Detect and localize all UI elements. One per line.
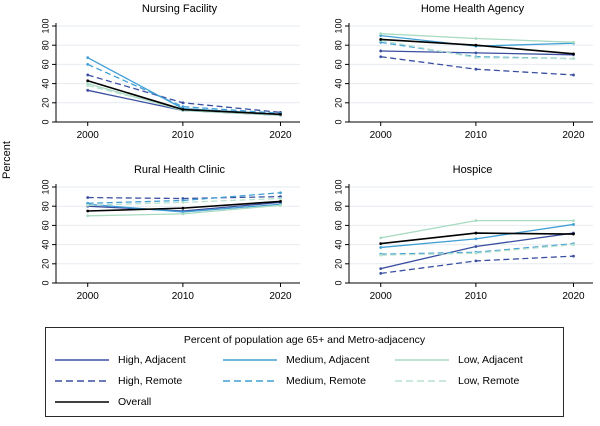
svg-text:40: 40 bbox=[333, 240, 343, 250]
svg-text:2020: 2020 bbox=[562, 130, 585, 141]
overall-line-sample bbox=[55, 400, 109, 403]
svg-text:20: 20 bbox=[333, 259, 343, 269]
legend-box: Percent of population age 65+ and Metro-… bbox=[45, 327, 564, 417]
svg-text:60: 60 bbox=[333, 59, 343, 69]
svg-text:2000: 2000 bbox=[370, 291, 393, 302]
legend-label: High, Remote bbox=[118, 374, 183, 387]
legend-label: Medium, Adjacent bbox=[286, 353, 370, 366]
legend-label: Low, Remote bbox=[458, 374, 520, 387]
nursing-facility-line-chart: 0 20 40 60 80 100 2000 2010 2020 bbox=[40, 18, 300, 141]
legend-title: Percent of population age 65+ and Metro-… bbox=[183, 334, 426, 346]
svg-text:0: 0 bbox=[333, 280, 343, 285]
panel-hospice: Hospice 0 20 40 60 80 100 2000 2010 2020 bbox=[307, 163, 600, 324]
svg-text:0: 0 bbox=[333, 119, 343, 124]
hospice-line-chart: 0 20 40 60 80 100 2000 2010 2020 bbox=[333, 179, 593, 302]
legend-label: Low, Adjacent bbox=[458, 353, 523, 366]
legend-item-overall: Overall bbox=[54, 396, 222, 408]
svg-text:2010: 2010 bbox=[465, 130, 488, 141]
legend-item-low-adjacent: Low, Adjacent bbox=[394, 354, 554, 366]
svg-text:20: 20 bbox=[40, 98, 50, 108]
low-remote-line-sample bbox=[395, 379, 449, 382]
panel-home-health-agency: Home Health Agency 0 20 40 60 80 100 2000 2010 2… bbox=[307, 2, 600, 163]
svg-text:100: 100 bbox=[333, 18, 343, 33]
svg-text:0: 0 bbox=[40, 280, 50, 285]
home-health-agency-line-chart: 0 20 40 60 80 100 2000 2010 2020 bbox=[333, 18, 593, 141]
legend-item-medium-remote: Medium, Remote bbox=[222, 375, 394, 387]
legend-item-low-remote: Low, Remote bbox=[394, 375, 554, 387]
svg-text:100: 100 bbox=[40, 18, 50, 33]
panel-nursing-facility: Nursing Facility 0 20 40 60 80 100 2000 2010 202… bbox=[14, 2, 307, 163]
svg-text:40: 40 bbox=[40, 240, 50, 250]
svg-text:2000: 2000 bbox=[77, 291, 100, 302]
legend-label: Medium, Remote bbox=[286, 374, 366, 387]
svg-text:2010: 2010 bbox=[172, 130, 195, 141]
svg-text:2010: 2010 bbox=[172, 291, 195, 302]
svg-text:60: 60 bbox=[40, 220, 50, 230]
svg-text:20: 20 bbox=[40, 259, 50, 269]
svg-text:2020: 2020 bbox=[562, 291, 585, 302]
svg-text:80: 80 bbox=[40, 201, 50, 211]
svg-text:100: 100 bbox=[333, 179, 343, 194]
small-multiples-grid: Nursing Facility 0 20 40 60 80 100 2000 2010 202… bbox=[14, 2, 600, 324]
high-remote-line-sample bbox=[55, 379, 109, 382]
legend-item-high-remote: High, Remote bbox=[54, 375, 222, 387]
svg-text:2020: 2020 bbox=[269, 130, 292, 141]
panel-title-home-health-agency: Home Health Agency bbox=[420, 3, 525, 15]
legend-item-high-adjacent: High, Adjacent bbox=[54, 354, 222, 366]
low-adjacent-line-sample bbox=[395, 358, 449, 361]
y-axis-label: Percent bbox=[1, 141, 13, 179]
legend-label: High, Adjacent bbox=[118, 353, 186, 366]
medium-remote-line-sample bbox=[223, 379, 277, 382]
svg-text:20: 20 bbox=[333, 98, 343, 108]
svg-text:40: 40 bbox=[333, 79, 343, 89]
panel-title-hospice: Hospice bbox=[452, 164, 493, 176]
svg-text:2010: 2010 bbox=[465, 291, 488, 302]
panel-title-nursing-facility: Nursing Facility bbox=[141, 3, 218, 15]
svg-text:40: 40 bbox=[40, 79, 50, 89]
svg-text:80: 80 bbox=[333, 201, 343, 211]
medium-adjacent-line-sample bbox=[223, 358, 277, 361]
svg-text:80: 80 bbox=[40, 40, 50, 50]
rural-health-clinic-line-chart: 0 20 40 60 80 100 2000 2010 2020 bbox=[40, 179, 300, 302]
svg-text:2020: 2020 bbox=[269, 291, 292, 302]
svg-text:60: 60 bbox=[333, 220, 343, 230]
panel-rural-health-clinic: Rural Health Clinic 0 20 40 60 80 100 2000 2010… bbox=[14, 163, 307, 324]
svg-text:60: 60 bbox=[40, 59, 50, 69]
legend-label: Overall bbox=[118, 395, 152, 408]
svg-text:100: 100 bbox=[40, 179, 50, 194]
svg-text:80: 80 bbox=[333, 40, 343, 50]
high-adjacent-line-sample bbox=[55, 358, 109, 361]
legend-grid: High, Adjacent Medium, Adjacent Low, Adj… bbox=[54, 349, 555, 412]
panel-title-rural-health-clinic: Rural Health Clinic bbox=[133, 164, 226, 176]
svg-text:0: 0 bbox=[40, 119, 50, 124]
svg-text:2000: 2000 bbox=[77, 130, 100, 141]
svg-text:2000: 2000 bbox=[370, 130, 393, 141]
legend-item-medium-adjacent: Medium, Adjacent bbox=[222, 354, 394, 366]
